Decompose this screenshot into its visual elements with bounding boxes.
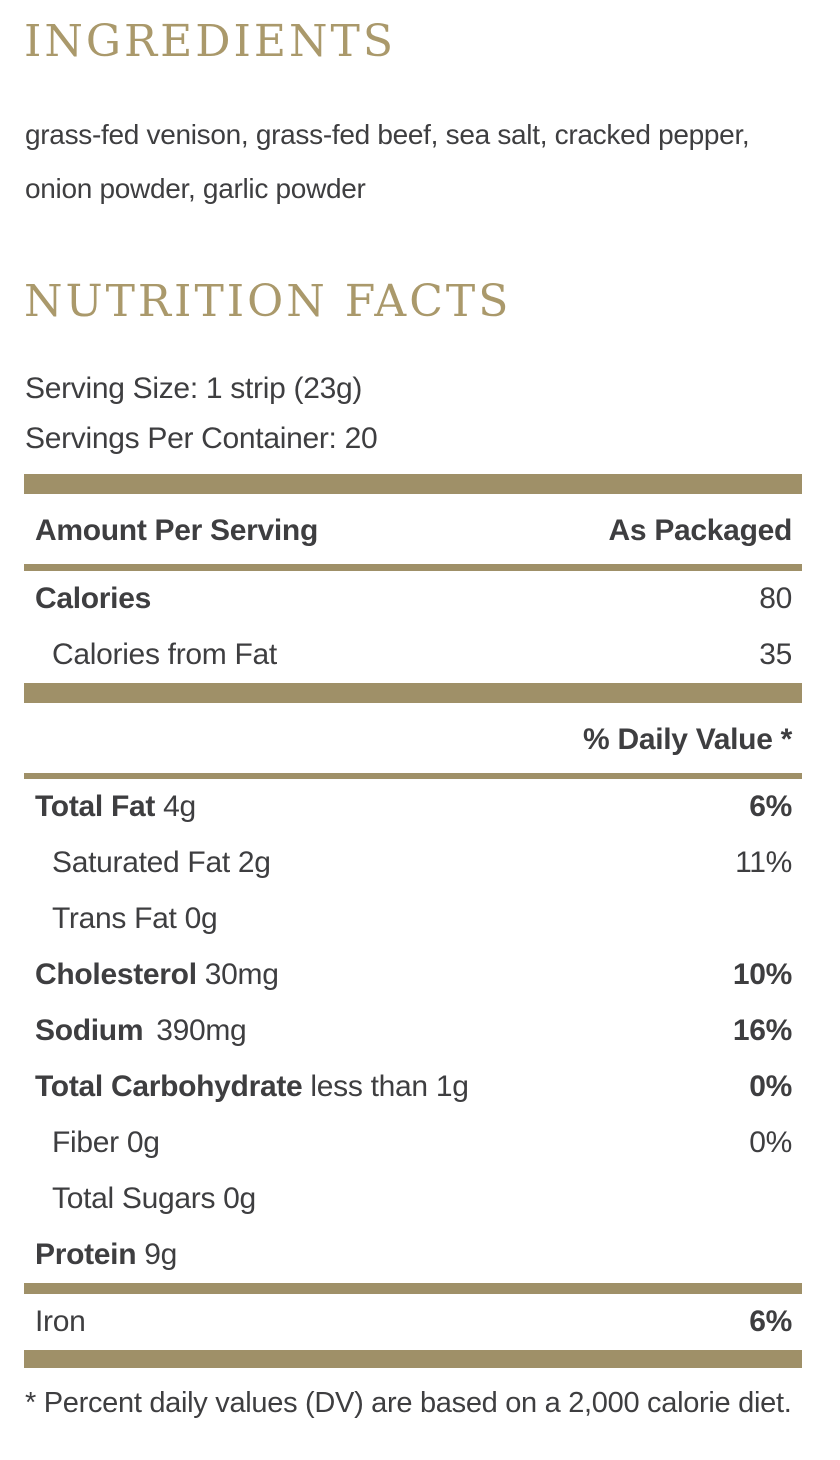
gold-bar-top	[24, 474, 802, 494]
gold-divider-medium	[24, 1283, 802, 1294]
nutrient-amount: 0g	[126, 1126, 160, 1159]
daily-value-header: % Daily Value *	[583, 723, 792, 756]
amount-per-serving-label: Amount Per Serving	[35, 514, 318, 547]
nutrient-amount: 4g	[163, 790, 196, 823]
ingredients-list: grass-fed venison, grass-fed beef, sea s…	[25, 119, 750, 204]
mineral-name: Iron	[35, 1305, 86, 1338]
as-packaged-label: As Packaged	[608, 514, 793, 547]
gold-divider-thin	[24, 773, 802, 779]
nutrient-name: Total Fat	[35, 790, 156, 823]
row-protein: Protein 9g	[24, 1227, 802, 1283]
calories-value: 80	[759, 582, 792, 615]
nutrient-dv: 11%	[735, 846, 792, 879]
daily-value-footnote: * Percent daily values (DV) are based on…	[25, 1387, 792, 1419]
nutrient-name: Total Sugars	[52, 1182, 216, 1215]
nutrient-dv: 0%	[749, 1126, 792, 1159]
nutrient-name: Saturated Fat	[52, 846, 230, 879]
gold-bar-bottom	[24, 1350, 802, 1368]
nutrient-dv: 10%	[732, 958, 792, 991]
nutrient-dv: 6%	[749, 790, 792, 823]
nutrient-name: Sodium	[35, 1014, 144, 1047]
row-iron: Iron 6%	[24, 1294, 802, 1350]
serving-size: Serving Size: 1 strip (23g)	[25, 372, 363, 405]
ingredients-heading: INGREDIENTS	[24, 16, 397, 67]
row-total-carbohydrate: Total Carbohydrate less than 1g 0%	[24, 1059, 802, 1115]
row-total-sugars: Total Sugars 0g	[24, 1171, 802, 1227]
row-calories-from-fat: Calories from Fat 35	[24, 627, 802, 683]
nutrient-name: Fiber	[52, 1126, 119, 1159]
nutrient-amount: less than 1g	[310, 1070, 469, 1103]
row-sodium: Sodium 390mg 16%	[24, 1003, 802, 1059]
mineral-dv: 6%	[749, 1305, 792, 1338]
calories-from-fat-value: 35	[759, 638, 792, 671]
nutrient-name: Total Carbohydrate	[35, 1070, 303, 1103]
nutrient-name: Protein	[35, 1238, 137, 1271]
row-total-fat: Total Fat 4g 6%	[24, 779, 802, 835]
gold-divider	[24, 564, 802, 571]
nutrient-name: Cholesterol	[35, 958, 197, 991]
gold-bar-middle	[24, 683, 802, 703]
nutrition-facts-heading: NUTRITION FACTS	[24, 276, 512, 327]
nutrient-amount: 2g	[237, 846, 271, 879]
row-cholesterol: Cholesterol 30mg 10%	[24, 947, 802, 1003]
nutrient-dv: 16%	[732, 1014, 792, 1047]
nutrient-amount: 0g	[184, 902, 218, 935]
nutrient-amount: 9g	[144, 1238, 178, 1271]
calories-from-fat-label: Calories from Fat	[52, 638, 277, 671]
facts-column-header-row: Amount Per Serving As Packaged	[24, 494, 802, 564]
nutrient-amount: 0g	[223, 1182, 256, 1215]
serving-info: Serving Size: 1 strip (23g) Servings Per…	[25, 364, 802, 464]
row-fiber: Fiber 0g 0%	[24, 1115, 802, 1171]
nutrient-name: Trans Fat	[52, 902, 177, 935]
row-trans-fat: Trans Fat 0g	[24, 891, 802, 947]
product-nutrition-panel: INGREDIENTS grass-fed venison, grass-fed…	[24, 16, 802, 1419]
row-calories: Calories 80	[24, 571, 802, 627]
row-saturated-fat: Saturated Fat 2g 11%	[24, 835, 802, 891]
calories-label: Calories	[35, 582, 151, 615]
nutrient-amount: 30mg	[204, 958, 279, 991]
nutrient-amount: 390mg	[156, 1014, 247, 1047]
nutrient-dv: 0%	[749, 1070, 792, 1103]
servings-per-container: Servings Per Container: 20	[25, 422, 378, 455]
